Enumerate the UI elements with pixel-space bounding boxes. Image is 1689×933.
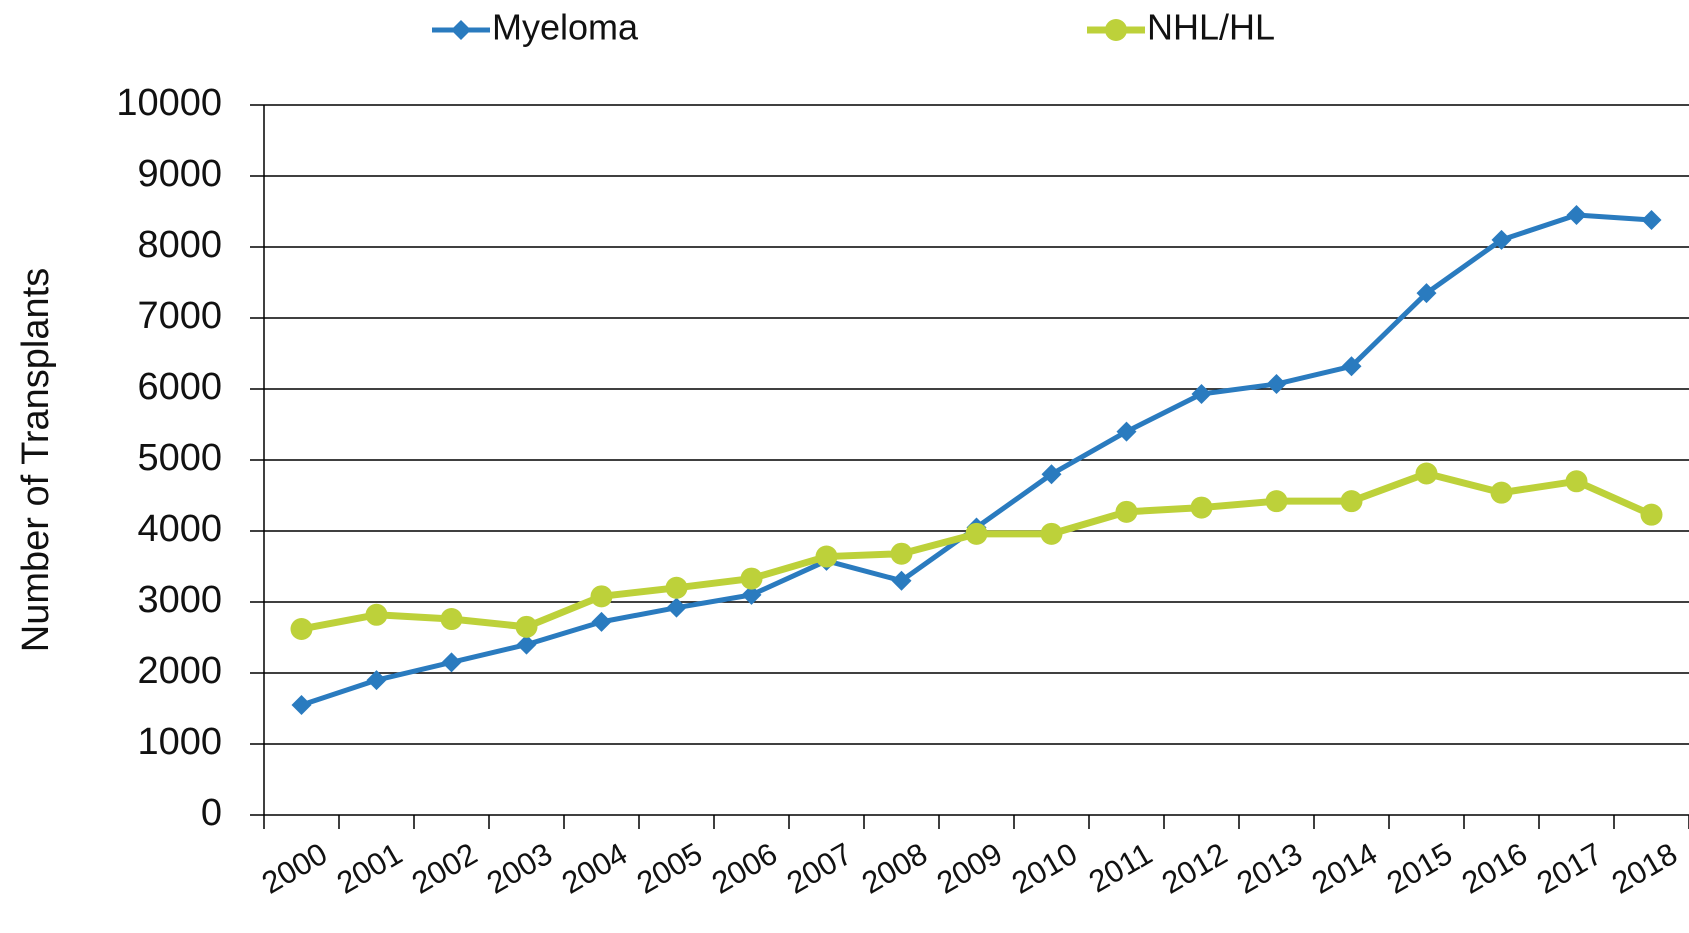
data-point (515, 615, 538, 638)
x-tick-label: 2014 (1306, 836, 1383, 901)
legend-label: NHL/HL (1147, 7, 1275, 48)
x-tick-label: 2003 (481, 836, 558, 901)
data-point (1190, 496, 1213, 519)
x-tick-label: 2007 (781, 836, 858, 901)
data-point (1040, 522, 1063, 545)
x-tick-label: 2005 (631, 836, 708, 901)
y-tick-label: 6000 (137, 366, 222, 408)
x-tick-label: 2013 (1231, 836, 1308, 901)
x-tick-label: 2009 (931, 836, 1008, 901)
y-tick-label: 3000 (137, 579, 222, 621)
data-point (1415, 462, 1438, 485)
data-point (1041, 464, 1062, 485)
legend-marker (451, 20, 471, 40)
data-point (516, 634, 537, 655)
x-tick-label: 2012 (1156, 836, 1233, 901)
data-point (441, 652, 462, 673)
x-tick-label: 2002 (406, 836, 483, 901)
data-point (1116, 421, 1137, 442)
y-tick-label: 8000 (137, 224, 222, 266)
x-tick-label: 2010 (1006, 836, 1083, 901)
x-tick-label: 2015 (1381, 836, 1458, 901)
data-point (1115, 500, 1138, 523)
x-tick-label: 2006 (706, 836, 783, 901)
data-point (290, 617, 313, 640)
data-point (890, 542, 913, 565)
data-point (741, 584, 762, 605)
x-tick-label: 2011 (1083, 836, 1158, 900)
data-point (1566, 205, 1587, 226)
x-tick-label: 2016 (1456, 836, 1533, 901)
x-tick-label: 2004 (556, 836, 633, 901)
y-axis-label: Number of Transplants (15, 268, 57, 652)
y-tick-label: 5000 (137, 437, 222, 479)
data-point (1490, 481, 1513, 504)
data-point (815, 545, 838, 568)
data-point (591, 611, 612, 632)
data-point (365, 603, 388, 626)
data-point (665, 576, 688, 599)
legend-label: Myeloma (492, 7, 639, 48)
data-point (740, 567, 763, 590)
legend-marker (1105, 19, 1127, 41)
x-tick-label: 2018 (1606, 836, 1683, 901)
x-tick-label: 2001 (331, 836, 408, 901)
data-point (366, 670, 387, 691)
x-tick-label: 2017 (1531, 836, 1608, 901)
data-point (440, 608, 463, 631)
data-point (1265, 490, 1288, 513)
series-line (300, 469, 1653, 633)
data-point (291, 694, 312, 715)
data-point (1565, 470, 1588, 493)
data-point (590, 585, 613, 608)
data-point (1641, 210, 1662, 231)
data-point (1191, 383, 1212, 404)
y-tick-label: 2000 (137, 650, 222, 692)
y-tick-label: 9000 (137, 153, 222, 195)
data-point (891, 570, 912, 591)
y-tick-label: 10000 (116, 82, 222, 124)
data-point (1340, 490, 1363, 513)
data-point (1416, 283, 1437, 304)
data-point (965, 522, 988, 545)
data-point (666, 597, 687, 618)
data-point (1341, 356, 1362, 377)
y-tick-label: 0 (201, 792, 222, 834)
data-point (1640, 503, 1663, 526)
x-tick-label: 2008 (856, 836, 933, 901)
data-point (1491, 229, 1512, 250)
y-tick-label: 7000 (137, 295, 222, 337)
x-tick-label: 2000 (256, 836, 333, 901)
data-point (1266, 374, 1287, 395)
y-tick-label: 4000 (137, 508, 222, 550)
y-tick-label: 1000 (137, 721, 222, 763)
